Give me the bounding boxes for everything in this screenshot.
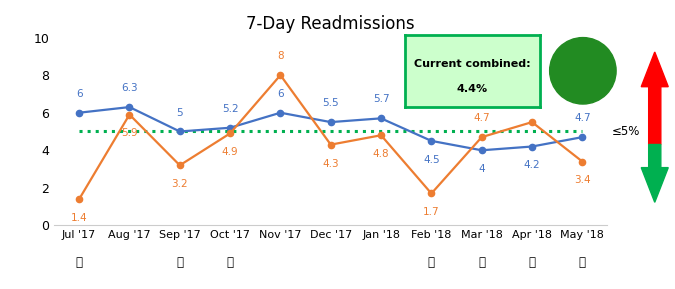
- Combined Target: [427, 130, 435, 133]
- Combined Target: [126, 130, 134, 133]
- Text: 5: 5: [176, 108, 183, 118]
- Goldman: [427, 192, 435, 195]
- Goldman: [478, 135, 486, 139]
- Teaching Services: [528, 145, 536, 148]
- Goldman: [327, 143, 335, 146]
- Teaching Services: [427, 139, 435, 142]
- Line: Goldman: Goldman: [76, 72, 585, 202]
- Teaching Services: [176, 130, 184, 133]
- Text: 5.7: 5.7: [373, 95, 389, 104]
- Teaching Services: [126, 105, 134, 109]
- Text: 4.8: 4.8: [373, 149, 389, 159]
- Text: 4.7: 4.7: [473, 113, 490, 123]
- Text: 3.2: 3.2: [171, 179, 188, 189]
- Goldman: [377, 134, 385, 137]
- Teaching Services: [276, 111, 284, 114]
- Text: 1.4: 1.4: [71, 213, 88, 223]
- Teaching Services: [327, 120, 335, 124]
- Text: 4.7: 4.7: [574, 113, 591, 123]
- Text: 6: 6: [76, 89, 82, 99]
- Text: 4.2: 4.2: [524, 160, 540, 171]
- Text: 5.2: 5.2: [222, 104, 238, 114]
- Combined Target: [75, 130, 83, 133]
- Teaching Services: [478, 149, 486, 152]
- Text: 🎯: 🎯: [529, 256, 535, 269]
- Text: 4.4%: 4.4%: [457, 84, 488, 94]
- Text: 3.4: 3.4: [574, 175, 591, 186]
- Teaching Services: [226, 126, 234, 129]
- Combined Target: [276, 130, 284, 133]
- Text: 1.7: 1.7: [423, 208, 439, 217]
- Teaching Services: [377, 116, 385, 120]
- Text: 🎯: 🎯: [478, 256, 485, 269]
- Text: 4.9: 4.9: [222, 147, 238, 157]
- Combined Target: [578, 130, 587, 133]
- Text: 6: 6: [277, 89, 284, 99]
- Text: 🎯: 🎯: [227, 256, 234, 269]
- Circle shape: [549, 38, 616, 104]
- Combined Target: [327, 130, 335, 133]
- Text: ≤5%: ≤5%: [612, 125, 640, 138]
- Goldman: [528, 120, 536, 124]
- Text: 🎯: 🎯: [176, 256, 184, 269]
- Text: Current combined:: Current combined:: [414, 59, 531, 68]
- Teaching Services: [578, 135, 587, 139]
- Text: 6.3: 6.3: [122, 83, 138, 93]
- Goldman: [126, 113, 134, 116]
- Text: 5.9: 5.9: [122, 129, 138, 138]
- Text: 8: 8: [277, 51, 284, 61]
- Combined Target: [226, 130, 234, 133]
- Title: 7-Day Readmissions: 7-Day Readmissions: [246, 15, 415, 33]
- Text: 🎯: 🎯: [579, 256, 586, 269]
- Text: 5.5: 5.5: [524, 98, 540, 108]
- Text: 4: 4: [479, 164, 485, 174]
- Text: 🎯: 🎯: [76, 256, 82, 269]
- Goldman: [578, 160, 587, 163]
- Combined Target: [528, 130, 536, 133]
- Line: Teaching Services: Teaching Services: [76, 104, 585, 153]
- Combined Target: [478, 130, 486, 133]
- Goldman: [176, 164, 184, 167]
- Combined Target: [176, 130, 184, 133]
- Text: 5.5: 5.5: [323, 98, 339, 108]
- Goldman: [226, 131, 234, 135]
- Text: 4.3: 4.3: [323, 159, 339, 168]
- Goldman: [75, 197, 83, 201]
- Combined Target: [377, 130, 385, 133]
- Text: 🎯: 🎯: [428, 256, 435, 269]
- Goldman: [276, 73, 284, 77]
- Teaching Services: [75, 111, 83, 114]
- Text: 4.5: 4.5: [423, 155, 439, 165]
